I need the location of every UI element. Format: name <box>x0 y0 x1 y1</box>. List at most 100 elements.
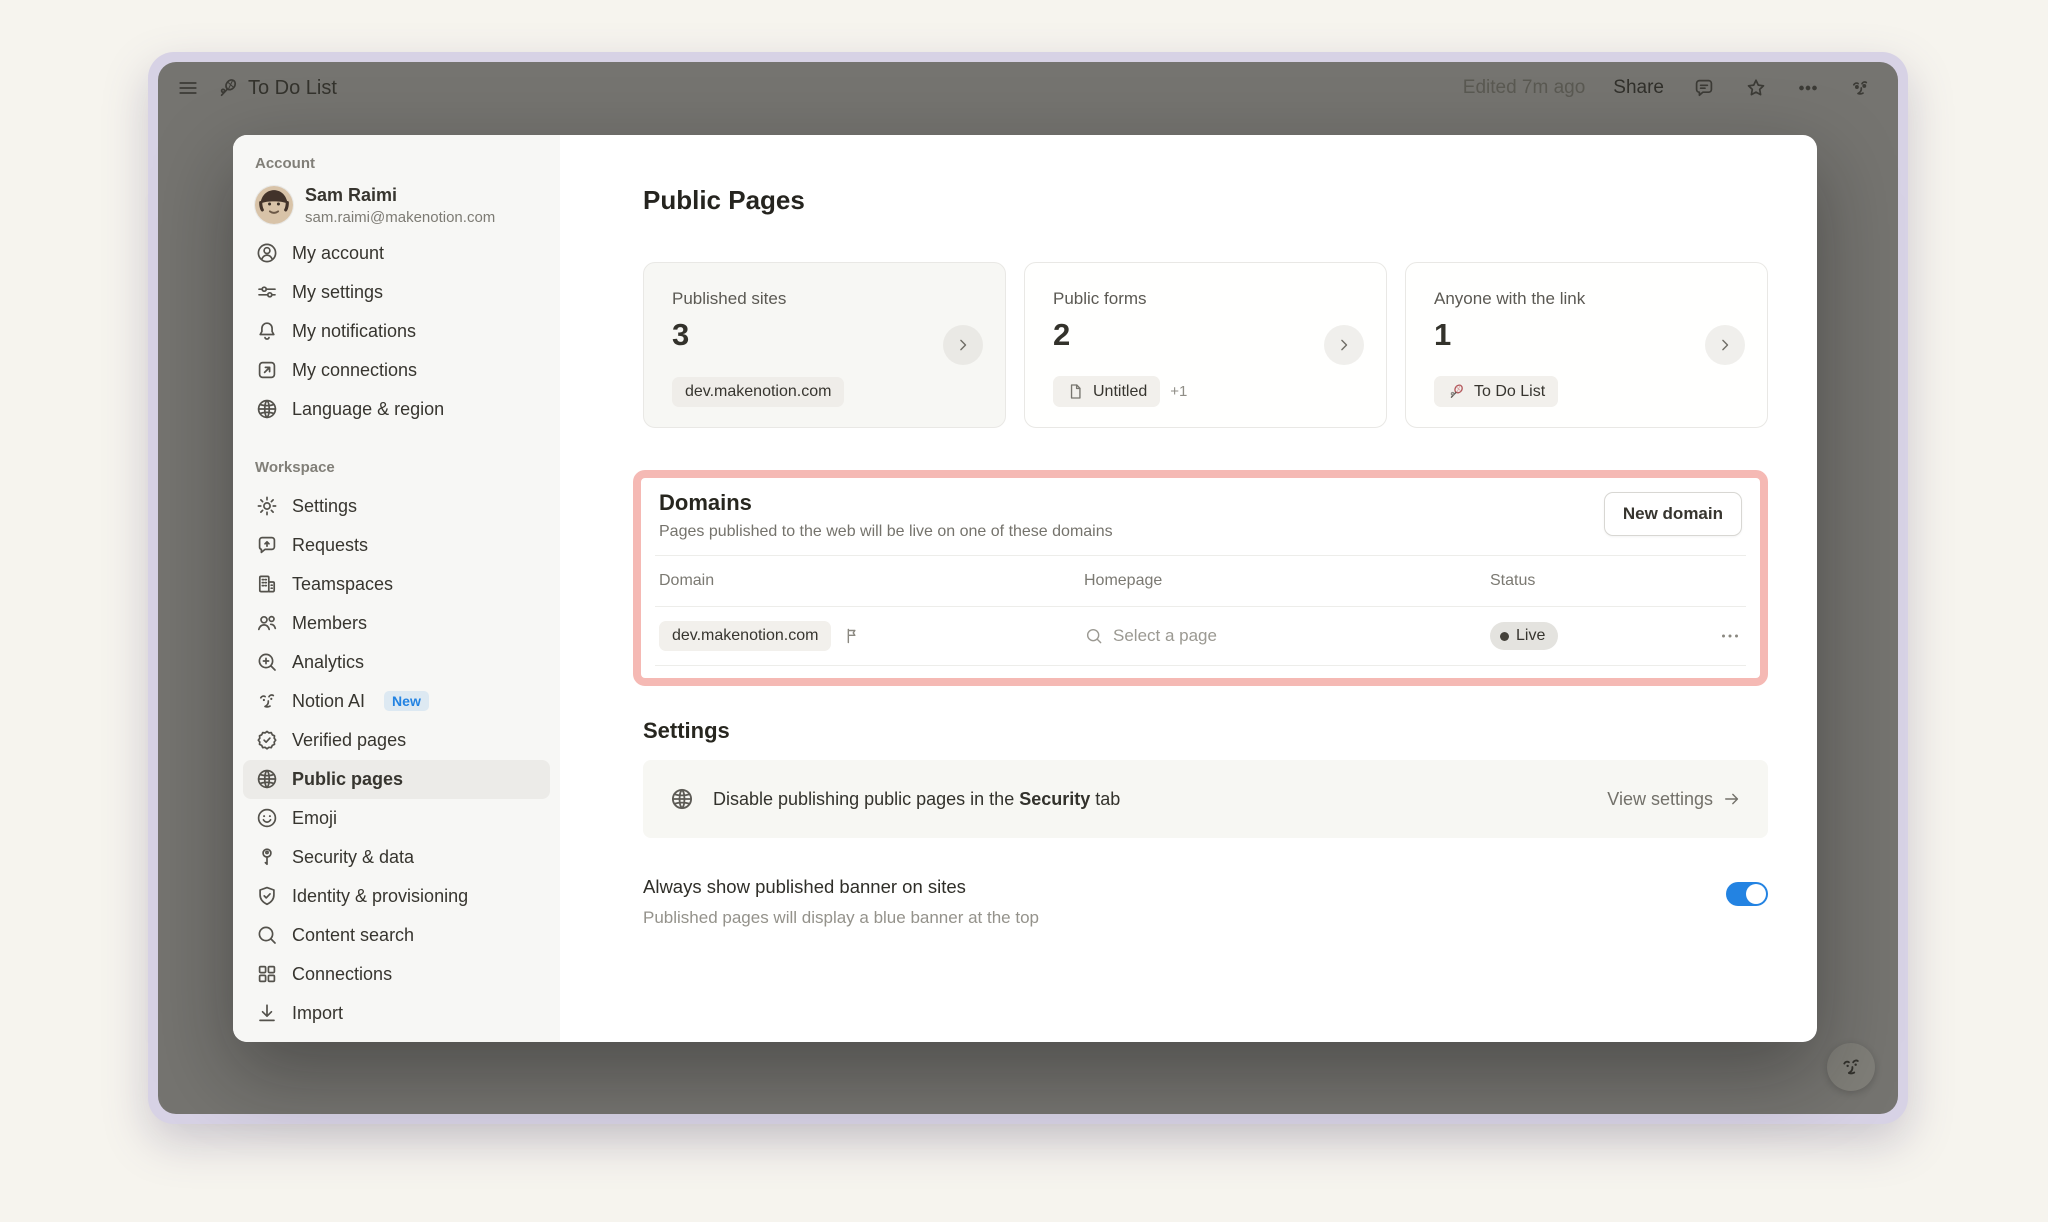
new-domain-button[interactable]: New domain <box>1603 492 1742 536</box>
globe-icon <box>669 786 695 812</box>
domain-row: dev.makenotion.com Select a page Live <box>655 607 1746 665</box>
profile-row[interactable]: Sam Raimi sam.raimi@makenotion.com <box>233 183 560 234</box>
bell-icon <box>255 319 279 343</box>
banner-text-suffix: tab <box>1090 788 1121 809</box>
grid-icon <box>255 962 279 986</box>
sidebar-item-public-pages[interactable]: Public pages <box>243 759 550 799</box>
notion-topbar: To Do List Edited 7m ago Share <box>158 62 1898 114</box>
sidebar-item-label: My connections <box>292 359 418 380</box>
star-icon[interactable] <box>1744 76 1768 100</box>
edited-timestamp: Edited 7m ago <box>1462 77 1586 98</box>
banner-text-prefix: Disable publishing public pages in the <box>713 788 1020 809</box>
sidebar-item-my-account[interactable]: My account <box>243 234 550 273</box>
sidebar-item-label: Public pages <box>292 768 404 789</box>
sidebar-item-teamspaces[interactable]: Teamspaces <box>243 565 550 604</box>
globe-icon <box>255 397 279 421</box>
globe-icon <box>255 767 279 791</box>
homepage-select[interactable]: Select a page <box>1084 626 1490 646</box>
card-chevron-button[interactable] <box>1705 325 1745 365</box>
profile-name: Sam Raimi <box>305 185 398 205</box>
card-published-sites[interactable]: Published sites 3 dev.makenotion.com <box>643 262 1006 428</box>
public-pages-title: Public Pages <box>643 185 805 215</box>
sidebar-item-notion-ai[interactable]: Notion AI New <box>243 682 550 721</box>
comment-icon[interactable] <box>1692 76 1716 100</box>
sidebar-item-label: Identity & provisioning <box>292 885 469 906</box>
sidebar-item-requests[interactable]: Requests <box>243 526 550 565</box>
sidebar-item-connections[interactable]: Connections <box>243 955 550 994</box>
sidebar-item-label: Settings <box>292 495 358 516</box>
sidebar-item-my-settings[interactable]: My settings <box>243 273 550 312</box>
search-icon <box>1084 626 1104 646</box>
key-icon <box>255 845 279 869</box>
search-plus-icon <box>255 650 279 674</box>
chevron-right-icon <box>1715 335 1735 355</box>
racket-icon <box>1447 382 1466 401</box>
sidebar-item-content-search[interactable]: Content search <box>243 916 550 955</box>
account-nav-list: My account My settings My notifications My … <box>233 234 560 429</box>
verified-badge-icon <box>255 728 279 752</box>
sidebar-item-my-connections[interactable]: My connections <box>243 351 550 390</box>
profile-email: sam.raimi@makenotion.com <box>305 208 496 226</box>
published-banner-toggle[interactable] <box>1726 882 1768 906</box>
gear-icon <box>255 494 279 518</box>
card-chip: To Do List <box>1434 376 1559 407</box>
ai-face-icon <box>255 689 279 713</box>
status-badge: Live <box>1490 622 1559 650</box>
arrow-up-right-box-icon <box>255 358 279 382</box>
sidebar-item-label: Teamspaces <box>292 573 394 594</box>
sidebar-item-security-data[interactable]: Security & data <box>243 838 550 877</box>
card-chip: dev.makenotion.com <box>672 377 845 407</box>
sidebar-item-analytics[interactable]: Analytics <box>243 643 550 682</box>
sidebar-item-label: Connections <box>292 963 393 984</box>
arrow-right-icon <box>1722 789 1742 809</box>
sidebar-item-my-notifications[interactable]: My notifications <box>243 312 550 351</box>
flag-icon[interactable] <box>843 626 863 646</box>
domain-cell: dev.makenotion.com <box>659 621 1084 651</box>
published-banner-setting: Always show published banner on sites Pu… <box>643 876 1768 928</box>
page-title[interactable]: To Do List <box>248 76 337 99</box>
card-value: 3 <box>672 317 690 352</box>
settings-section-title: Settings <box>643 718 730 743</box>
shield-check-icon <box>255 884 279 908</box>
chevron-right-icon <box>953 335 973 355</box>
notion-ai-icon[interactable] <box>1848 76 1872 100</box>
status-label: Live <box>1516 627 1546 644</box>
card-chip-row: dev.makenotion.com <box>672 377 845 407</box>
settings-sidebar: Account Sam Raimi sam.raimi@makenotion.c… <box>233 135 560 1042</box>
sidebar-item-emoji[interactable]: Emoji <box>243 799 550 838</box>
card-chevron-button[interactable] <box>1324 325 1364 365</box>
card-anyone-with-the-link[interactable]: Anyone with the link 1 To Do List <box>1405 262 1768 428</box>
sidebar-item-identity-provisioning[interactable]: Identity & provisioning <box>243 877 550 916</box>
sidebar-item-language-region[interactable]: Language & region <box>243 390 550 429</box>
smiley-icon <box>255 806 279 830</box>
sidebar-item-verified-pages[interactable]: Verified pages <box>243 721 550 760</box>
workspace-nav-list: Settings Requests Teamspaces Members Analyti… <box>233 487 560 1033</box>
request-bubble-icon <box>255 533 279 557</box>
sidebar-item-label: Requests <box>292 534 369 555</box>
card-chevron-button[interactable] <box>943 325 983 365</box>
notion-ai-fab-button[interactable] <box>1827 1043 1875 1091</box>
people-icon <box>255 611 279 635</box>
sidebar-section-account: Account <box>255 155 315 172</box>
card-value: 1 <box>1434 317 1452 352</box>
hamburger-menu-icon[interactable] <box>176 76 200 100</box>
sidebar-item-settings[interactable]: Settings <box>243 487 550 526</box>
sidebar-item-members[interactable]: Members <box>243 604 550 643</box>
homepage-placeholder: Select a page <box>1113 626 1217 645</box>
card-chip-row: To Do List <box>1434 376 1559 407</box>
toggle-subtitle: Published pages will display a blue bann… <box>643 908 1039 927</box>
column-status: Status <box>1490 572 1536 589</box>
import-arrow-icon <box>255 1001 279 1025</box>
more-options-icon[interactable] <box>1796 76 1820 100</box>
row-more-options-icon[interactable] <box>1718 624 1742 648</box>
page-emoji-racket-icon <box>216 76 240 100</box>
sidebar-item-import[interactable]: Import <box>243 994 550 1033</box>
card-public-forms[interactable]: Public forms 2 Untitled +1 <box>1024 262 1387 428</box>
share-button[interactable]: Share <box>1613 77 1664 98</box>
search-icon <box>255 923 279 947</box>
toggle-knob <box>1746 884 1766 904</box>
divider <box>655 606 1746 607</box>
card-label: Public forms <box>1053 289 1147 308</box>
view-settings-link[interactable]: View settings <box>1607 789 1742 810</box>
column-homepage: Homepage <box>1084 572 1163 589</box>
